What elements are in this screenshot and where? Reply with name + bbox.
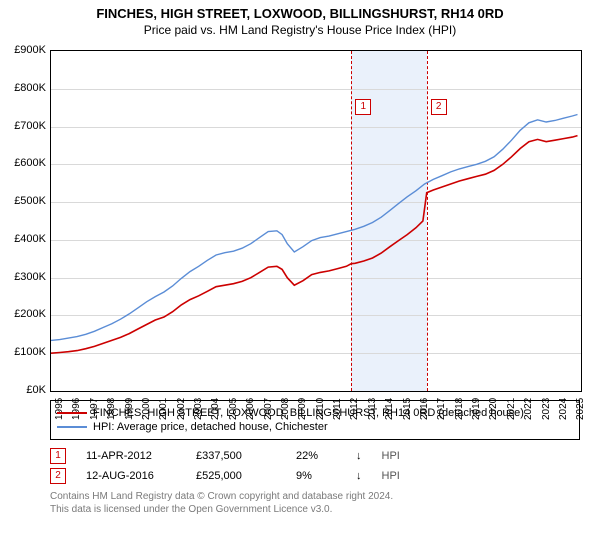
down-arrow-icon: ↓ [356,470,362,482]
series-line-property [51,136,578,354]
copyright-text: Contains HM Land Registry data © Crown c… [50,490,580,516]
transaction-pct-2: 9% [296,470,336,482]
marker-box: 2 [431,99,447,115]
transaction-price-1: £337,500 [196,450,276,462]
copyright-line2: This data is licensed under the Open Gov… [50,503,580,516]
y-axis-tick: £900K [14,44,46,56]
y-axis-tick: £400K [14,233,46,245]
transaction-date-1: 11-APR-2012 [86,450,176,462]
series-line-hpi [51,115,578,341]
legend-box: FINCHES, HIGH STREET, LOXWOOD, BILLINGSH… [50,400,580,440]
y-axis-tick: £200K [14,308,46,320]
transaction-row: 1 11-APR-2012 £337,500 22% ↓ HPI [50,446,580,466]
hpi-label-2: HPI [382,470,400,482]
legend-label-property: FINCHES, HIGH STREET, LOXWOOD, BILLINGSH… [93,407,524,419]
legend-label-hpi: HPI: Average price, detached house, Chic… [93,421,328,433]
transaction-date-2: 12-AUG-2016 [86,470,176,482]
y-axis-tick: £300K [14,271,46,283]
y-axis-tick: £700K [14,120,46,132]
chart-area: 12 [50,50,582,392]
marker-box: 1 [355,99,371,115]
down-arrow-icon: ↓ [356,450,362,462]
transaction-pct-1: 22% [296,450,336,462]
y-axis-tick: £600K [14,157,46,169]
transactions-table: 1 11-APR-2012 £337,500 22% ↓ HPI 2 12-AU… [50,446,580,486]
transaction-marker-2: 2 [50,468,66,484]
legend-item-hpi: HPI: Average price, detached house, Chic… [57,421,573,433]
chart-title-line1: FINCHES, HIGH STREET, LOXWOOD, BILLINGSH… [10,6,590,21]
hpi-label-1: HPI [382,450,400,462]
transaction-marker-1: 1 [50,448,66,464]
y-axis-tick: £500K [14,195,46,207]
chart-title-line2: Price paid vs. HM Land Registry's House … [10,23,590,37]
transaction-price-2: £525,000 [196,470,276,482]
y-axis-tick: £0K [26,384,46,396]
transaction-row: 2 12-AUG-2016 £525,000 9% ↓ HPI [50,466,580,486]
legend-item-property: FINCHES, HIGH STREET, LOXWOOD, BILLINGSH… [57,407,573,419]
y-axis-tick: £100K [14,346,46,358]
copyright-line1: Contains HM Land Registry data © Crown c… [50,490,580,503]
y-axis-tick: £800K [14,82,46,94]
